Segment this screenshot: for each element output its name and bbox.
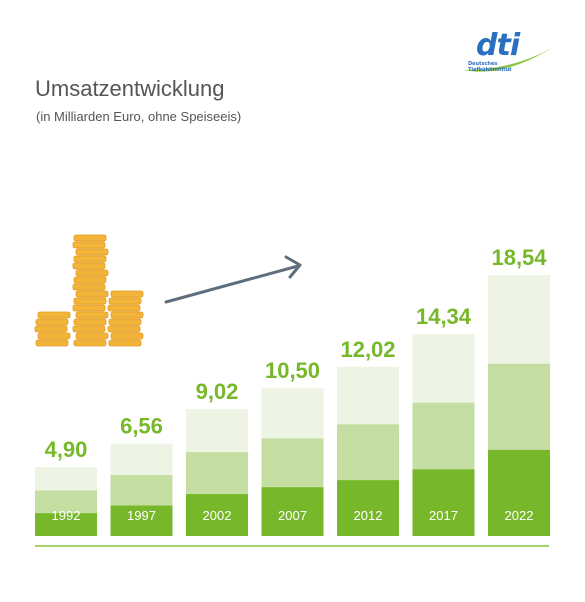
data-label: 14,34 (416, 304, 472, 329)
data-label: 4,90 (45, 437, 88, 462)
coin (72, 241, 106, 249)
bar-2022: 2022 18,54 (488, 245, 550, 536)
bar-segment-dark (261, 487, 324, 536)
trend-arrow-icon (164, 255, 302, 304)
x-tick-label: 1992 (52, 508, 81, 523)
x-tick-label: 2017 (429, 508, 458, 523)
coin (72, 283, 106, 291)
coin (107, 325, 141, 333)
coin (73, 276, 107, 284)
coin (72, 262, 106, 270)
bars-group: 1992 4,90 1997 6,56 2002 9,02 2007 10,50 2012 12,… (35, 245, 550, 536)
coin (108, 318, 142, 326)
bar-segment-dark (186, 494, 248, 536)
bar-2002: 2002 9,02 (186, 379, 248, 536)
bar-1992: 1992 4,90 (35, 437, 97, 536)
dti-logo: dti Deutsches Tiefkühlinstitut (462, 28, 554, 88)
chart-title: Umsatzentwicklung (35, 76, 225, 101)
coin (73, 234, 107, 242)
x-tick-label: 2007 (278, 508, 307, 523)
coin (37, 332, 71, 340)
x-tick-label: 2022 (505, 508, 534, 523)
coin (108, 297, 142, 305)
coin (73, 255, 107, 263)
coin (75, 332, 109, 340)
x-tick-label: 2012 (354, 508, 383, 523)
coin (110, 332, 144, 340)
bar-2007: 2007 10,50 (261, 358, 324, 536)
coin (37, 311, 71, 319)
bar-1997: 1997 6,56 (110, 414, 173, 536)
logo-tagline-2: Tiefkühlinstitut (468, 67, 512, 73)
logo-brand: dti (476, 28, 520, 63)
coin (73, 339, 107, 347)
bar-segment-dark (488, 449, 550, 536)
data-label: 9,02 (196, 379, 239, 404)
coin (73, 318, 107, 326)
coin (75, 269, 109, 277)
coin (73, 297, 107, 305)
data-label: 10,50 (265, 358, 320, 383)
coin (75, 290, 109, 298)
coin (75, 248, 109, 256)
logo-tagline-1: Deutsches (468, 61, 498, 67)
coin (110, 290, 144, 298)
bar-segment-dark (337, 480, 399, 536)
coin (72, 304, 106, 312)
bar-segment-dark (412, 469, 475, 536)
x-tick-label: 1997 (127, 508, 156, 523)
logo-swoosh-icon (464, 48, 552, 72)
coin (107, 304, 141, 312)
bar-2017: 2017 14,34 (412, 304, 475, 536)
x-tick-label: 2002 (203, 508, 232, 523)
chart-subtitle: (in Milliarden Euro, ohne Speiseeis) (36, 109, 242, 124)
bar-2012: 2012 12,02 (337, 337, 399, 536)
coin (108, 339, 142, 347)
coin (34, 325, 68, 333)
bar-segment-dark (35, 513, 97, 536)
coin (75, 311, 109, 319)
data-label: 18,54 (491, 245, 547, 270)
coin (35, 339, 69, 347)
data-label: 6,56 (120, 414, 163, 439)
data-label: 12,02 (340, 337, 395, 362)
bar-segment-dark (110, 505, 173, 536)
coin-stacks-icon (34, 234, 144, 347)
coin (110, 311, 144, 319)
coin (72, 325, 106, 333)
coin (35, 318, 69, 326)
